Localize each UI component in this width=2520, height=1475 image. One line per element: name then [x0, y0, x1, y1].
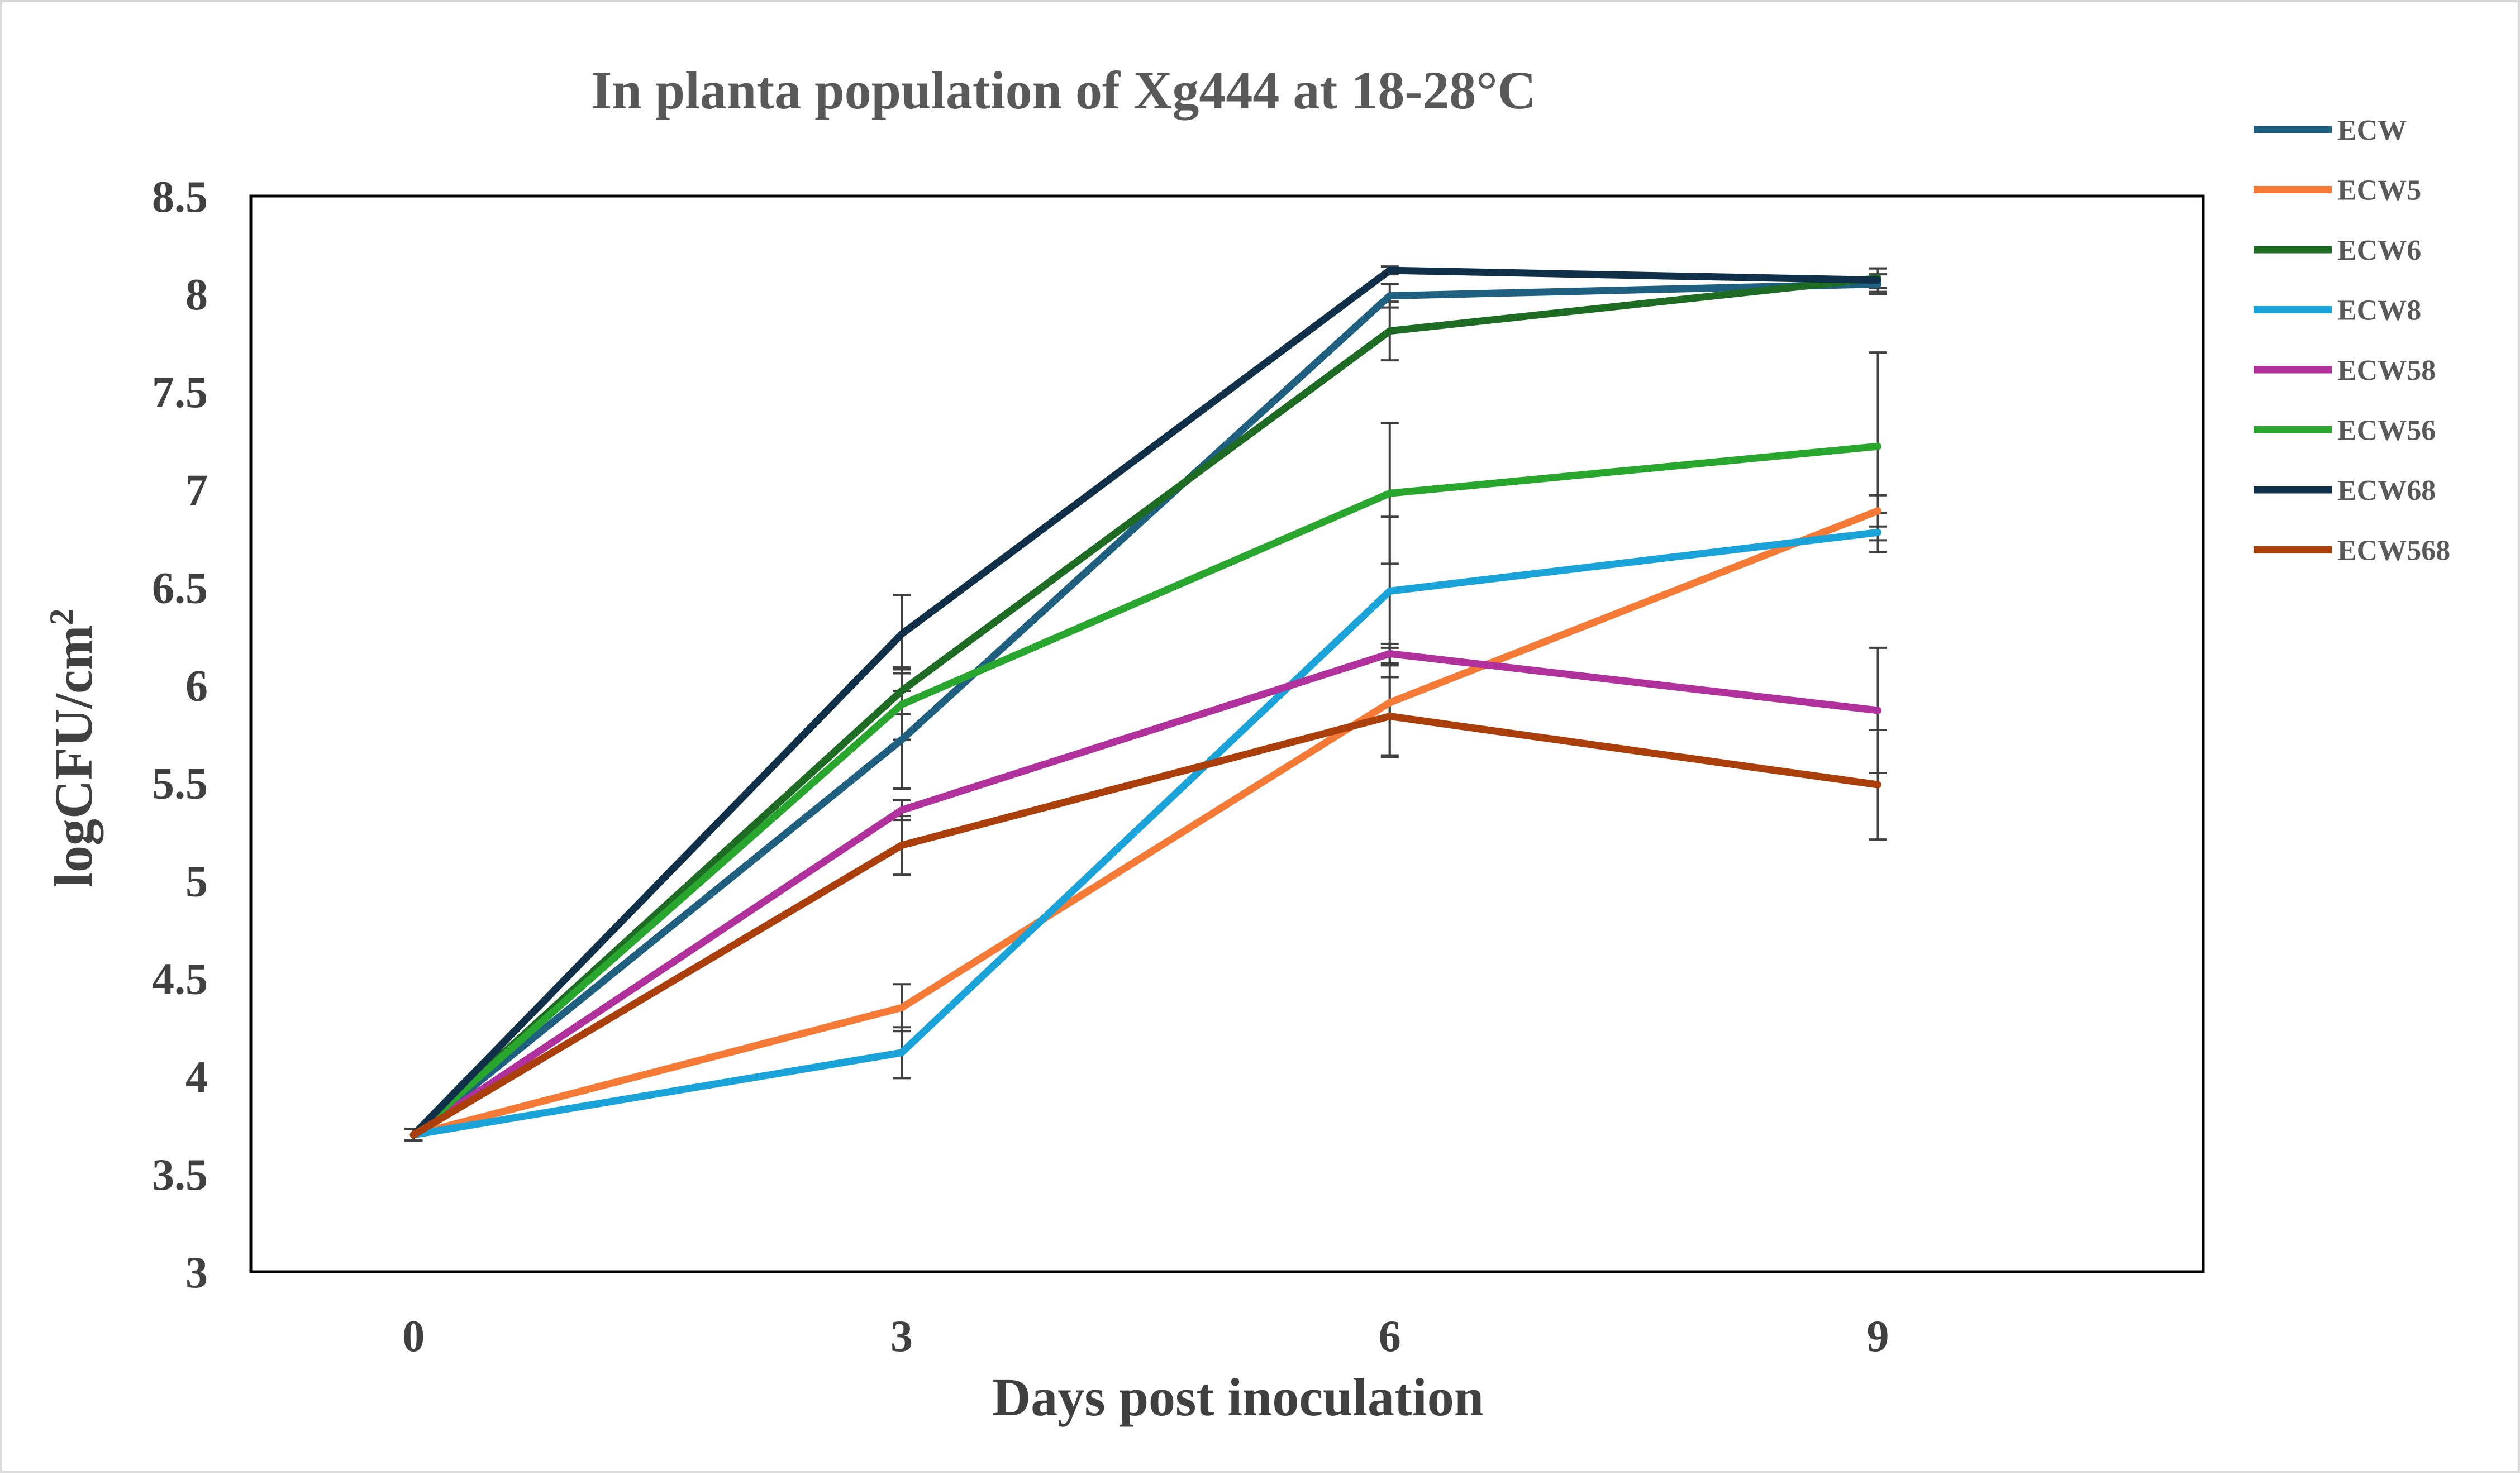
y-tick-label: 5.5: [152, 760, 208, 809]
series-line-ecw56: [409, 442, 1881, 1139]
legend-label: ECW568: [2337, 535, 2450, 567]
x-axis-tick-labels: 0 3 6 9: [402, 1312, 1889, 1361]
legend-label: ECW: [2337, 114, 2407, 146]
series-line-ecw6: [409, 274, 1881, 1139]
chart-title: In planta population of Xg444 at 18-28°C: [591, 60, 1536, 120]
y-tick-label: 7: [185, 466, 208, 515]
legend-item: ECW58: [2254, 355, 2436, 386]
y-tick-label: 3.5: [152, 1151, 208, 1200]
legend-item: ECW568: [2254, 535, 2450, 567]
series-line-ecw: [409, 280, 1881, 1139]
x-tick-label: 6: [1379, 1312, 1401, 1361]
legend-label: ECW5: [2337, 175, 2421, 207]
legend-item: ECW6: [2254, 235, 2421, 266]
y-tick-label: 6: [185, 661, 208, 710]
series-line-ecw8: [409, 528, 1881, 1139]
y-tick-label: 3: [185, 1248, 208, 1297]
legend-item: ECW: [2254, 114, 2407, 146]
y-tick-label: 4.5: [152, 955, 208, 1004]
y-axis-tick-labels: 3 3.5 4 4.5 5 5.5 6 6.5 7 7.5 8 8.5: [152, 173, 208, 1297]
series-line-ecw68: [409, 266, 1881, 1139]
y-axis-title-main: logCFU/cm: [44, 625, 103, 887]
legend-item: ECW5: [2254, 175, 2421, 207]
x-tick-label: 9: [1867, 1312, 1889, 1361]
x-tick-label: 0: [402, 1312, 425, 1361]
y-tick-label: 4: [185, 1053, 208, 1102]
legend-item: ECW56: [2254, 415, 2436, 447]
series-line-ecw58: [409, 650, 1881, 1139]
series-line-ecw568: [409, 712, 1881, 1139]
x-axis-title: Days post inoculation: [992, 1367, 1484, 1427]
legend-label: ECW56: [2337, 415, 2436, 447]
y-tick-label: 6.5: [152, 564, 208, 613]
legend-label: ECW6: [2337, 235, 2421, 266]
y-tick-label: 8: [185, 270, 208, 319]
legend-item: ECW68: [2254, 475, 2436, 507]
y-axis-title: logCFU/cm2: [43, 608, 103, 887]
y-tick-label: 8.5: [152, 173, 208, 222]
y-axis-title-superscript: 2: [43, 608, 80, 625]
series-line-ecw5: [409, 507, 1881, 1139]
legend: ECW ECW5 ECW6 ECW8 ECW58 ECW56 ECW68 ECW568: [2254, 114, 2450, 567]
y-tick-label: 7.5: [152, 368, 208, 417]
y-tick-label: 5: [185, 857, 208, 906]
x-tick-label: 3: [890, 1312, 913, 1361]
series-lines: [409, 266, 1881, 1139]
legend-item: ECW8: [2254, 295, 2421, 327]
legend-label: ECW68: [2337, 475, 2436, 507]
legend-label: ECW58: [2337, 355, 2436, 386]
legend-label: ECW8: [2337, 295, 2421, 327]
